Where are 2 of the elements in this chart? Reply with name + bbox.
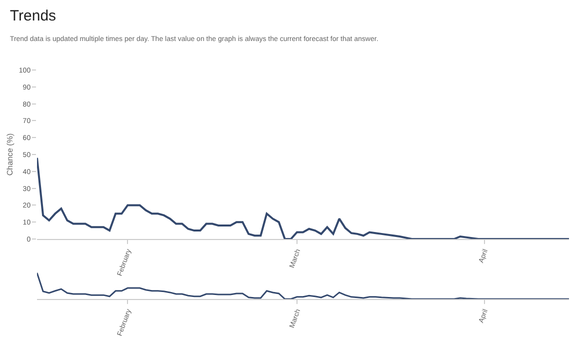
y-axis-title: Chance (%) xyxy=(6,133,15,176)
chart-title: Trends xyxy=(10,8,56,25)
